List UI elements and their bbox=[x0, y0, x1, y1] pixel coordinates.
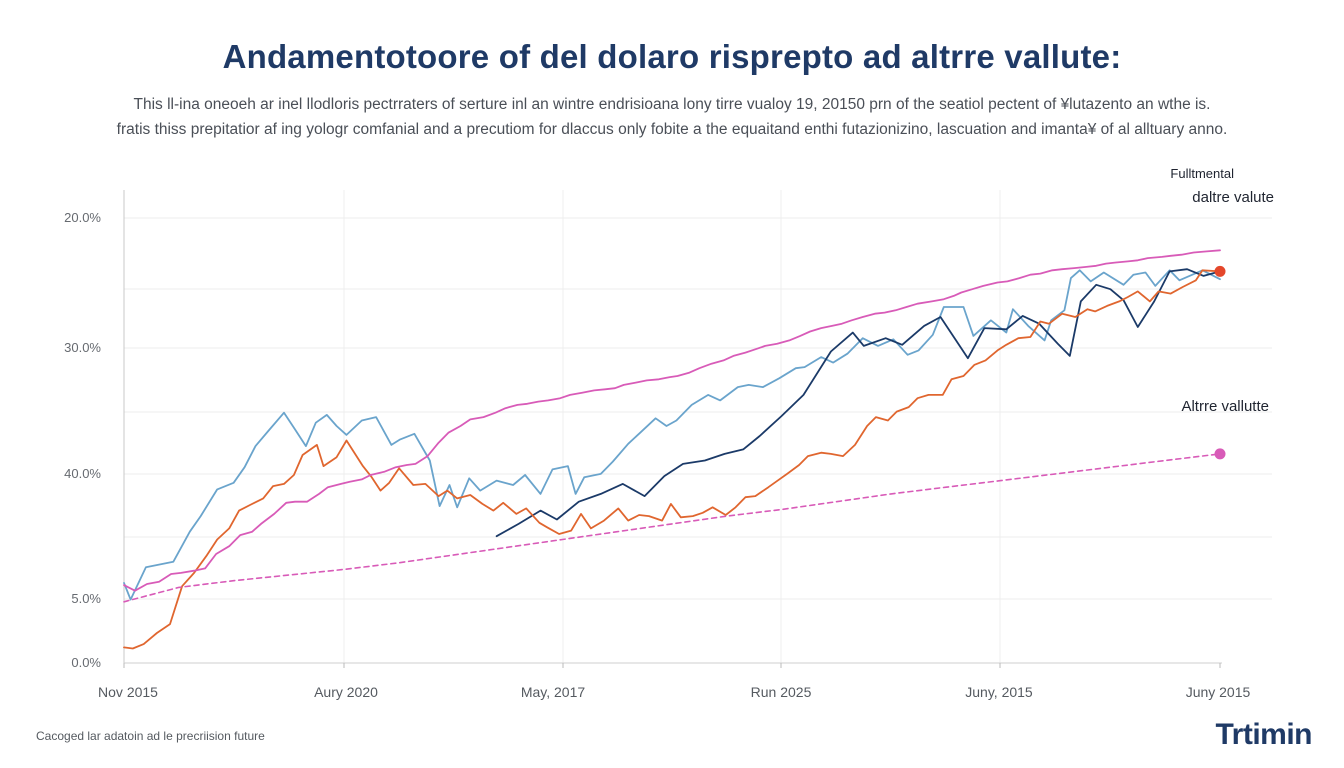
footnote: Cacoged lar adatoin ad le precriision fu… bbox=[36, 729, 265, 743]
y-tick-label: 40.0% bbox=[64, 466, 101, 481]
annotation-label-altrre-vallutte: Altrre vallutte bbox=[1181, 398, 1269, 415]
x-tick-label: Aury 2020 bbox=[314, 684, 378, 700]
series-end-marker-pink bbox=[1214, 448, 1226, 460]
chart-subtitle-line-2: fratis thiss prepitatior af ing yologr c… bbox=[116, 121, 1228, 138]
chart-axes bbox=[123, 190, 1222, 668]
series-line-4 bbox=[123, 249, 1221, 592]
x-tick-label: Nov 2015 bbox=[98, 684, 158, 700]
series-line-2 bbox=[495, 268, 1221, 538]
y-tick-label: 30.0% bbox=[64, 340, 101, 355]
chart-tick-labels: 20.0% 30.0% 40.0% 5.0% 0.0% Nov 2015 Aury 2020… bbox=[64, 210, 1250, 700]
chart-subtitle-line-1: This ll-ina oneoeh ar inel llodloris pec… bbox=[133, 96, 1211, 113]
chart-series-group bbox=[123, 249, 1226, 650]
series-line-1 bbox=[123, 269, 1221, 601]
series-line-5 bbox=[123, 453, 1221, 603]
annotation-label-fultmental: Fulltmental bbox=[1170, 166, 1234, 181]
x-tick-label: Juny 2015 bbox=[1186, 684, 1251, 700]
chart-annotations: Fulltmental daltre valute Altrre vallutte bbox=[1170, 166, 1274, 415]
brand-logo: Trtimin bbox=[1215, 718, 1312, 751]
x-tick-label: May, 2017 bbox=[521, 684, 586, 700]
x-tick-label: Run 2025 bbox=[751, 684, 812, 700]
y-tick-label: 20.0% bbox=[64, 210, 101, 225]
y-tick-label: 5.0% bbox=[71, 591, 101, 606]
series-end-marker-red bbox=[1214, 265, 1226, 277]
annotation-label-daltre-valute: daltre valute bbox=[1192, 189, 1274, 206]
chart-title: Andamentotoore of del dolaro risprepto a… bbox=[222, 38, 1122, 75]
y-tick-label: 0.0% bbox=[71, 655, 101, 670]
chart-grid bbox=[124, 190, 1272, 663]
series-line-3 bbox=[123, 269, 1221, 650]
x-tick-label: Juny, 2015 bbox=[965, 684, 1033, 700]
